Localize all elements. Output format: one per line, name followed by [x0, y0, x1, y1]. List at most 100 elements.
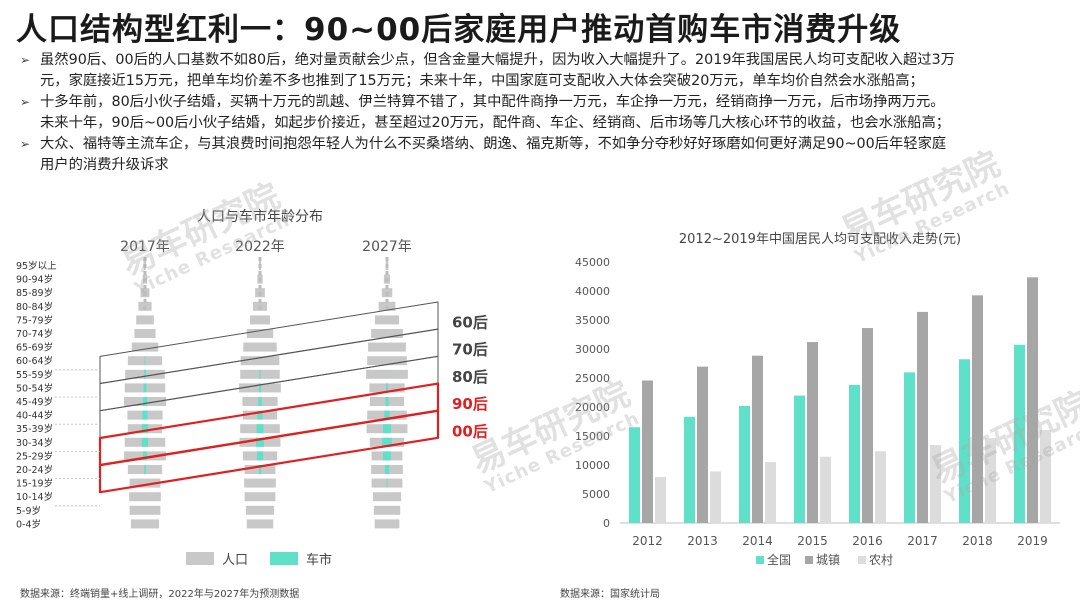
population-bar	[130, 519, 160, 529]
age-tick-label: 90-94岁	[16, 274, 53, 286]
population-bar	[367, 356, 407, 366]
population-bar	[246, 329, 274, 338]
population-bar	[368, 342, 406, 352]
x-tick-label: 2019	[1017, 534, 1048, 548]
income-bar	[655, 477, 666, 523]
legend-label: 全国	[767, 552, 791, 567]
income-bar	[739, 406, 750, 523]
population-bar	[374, 315, 400, 325]
legend-label: 城镇	[816, 553, 840, 567]
car-market-bar	[257, 410, 263, 420]
age-tick-label: 70-74岁	[16, 328, 53, 340]
y-tick-label: 40000	[575, 285, 610, 298]
bullet-line: 大众、福特等主流车企，与其浪费时间抱怨年轻人为什么不买桑塔纳、朗逸、福克斯等，不…	[40, 136, 947, 152]
legend-swatch	[805, 556, 813, 564]
income-bar	[904, 372, 915, 523]
arrow-bullet-icon: ➢	[20, 137, 31, 151]
income-bar	[917, 311, 928, 523]
car-market-bar	[383, 424, 391, 434]
income-bar	[1040, 430, 1051, 523]
age-tick-label: 85-89岁	[16, 287, 53, 299]
cohort-band	[98, 409, 440, 494]
legend-label: 农村	[869, 553, 893, 567]
cohort-label: 00后	[452, 422, 488, 440]
age-tick-label: 40-44岁	[16, 410, 53, 422]
population-bar	[134, 329, 156, 338]
age-tick-label: 10-14岁	[16, 491, 53, 503]
income-bar	[959, 359, 970, 523]
car-market-bar	[258, 383, 262, 393]
car-market-bar	[142, 397, 148, 406]
page-title: 人口结构型红利一：90~00后家庭用户推动首购车市消费升级	[16, 12, 902, 48]
x-tick-label: 2018	[962, 534, 993, 548]
bullet-line: 用户的消费升级诉求	[40, 157, 169, 173]
income-bar	[862, 328, 873, 523]
chart-title: 人口与车市年龄分布	[197, 208, 323, 225]
legend-label: 人口	[222, 553, 248, 568]
car-market-bar	[384, 410, 390, 420]
income-bar	[849, 384, 860, 523]
car-market-bar	[384, 465, 390, 474]
income-bar	[1014, 344, 1025, 523]
y-tick-label: 30000	[575, 343, 610, 356]
car-market-bar	[382, 437, 392, 447]
legend-swatch-car-market	[270, 552, 298, 565]
population-bar	[244, 478, 276, 488]
car-market-bar	[386, 383, 388, 393]
income-bar	[807, 342, 818, 523]
income-bar	[629, 427, 640, 523]
population-bar	[244, 492, 276, 502]
column-label: 2027年	[362, 239, 412, 255]
income-bar	[985, 438, 996, 523]
y-tick-label: 0	[603, 517, 610, 530]
source-note-right: 数据来源：国家统计局	[560, 589, 660, 600]
age-tick-label: 75-79岁	[16, 314, 53, 326]
car-market-bar	[259, 369, 261, 379]
age-tick-label: 80-84岁	[16, 301, 53, 313]
age-tick-label: 60-64岁	[16, 355, 53, 367]
y-tick-label: 25000	[575, 372, 610, 385]
car-market-bar	[258, 397, 262, 406]
population-pyramid-chart: 人口与车市年龄分布 2017年 2022年 2027年 95岁以上 90-94岁85-89…	[16, 208, 488, 568]
y-tick-label: 45000	[575, 256, 610, 269]
cohort-label: 90后	[452, 395, 488, 413]
legend-swatch-population	[186, 552, 214, 565]
x-tick-label: 2015	[797, 534, 828, 548]
income-bar	[752, 355, 763, 523]
population-bar	[129, 505, 161, 515]
source-note-left: 数据来源：终端销量+线上调研，2022年与2027年为预测数据	[20, 589, 300, 600]
population-bar	[131, 342, 159, 352]
car-market-bar	[385, 397, 389, 406]
bullet-list: ➢ 虽然90后、00后的人口基数不如80后，绝对量贡献会少点，但含金量大幅提升，…	[20, 50, 1065, 176]
age-tick-label: 35-39岁	[16, 423, 53, 435]
car-market-bar	[141, 437, 149, 447]
legend-swatch	[756, 556, 764, 564]
income-bar	[930, 445, 941, 523]
car-market-bar	[256, 424, 264, 434]
cohort-label: 80后	[452, 368, 488, 386]
population-bar	[250, 315, 270, 325]
age-tick-label: 50-54岁	[16, 382, 53, 394]
bullet-line: 十多年前，80后小伙子结婚，买辆十万元的凯越、伊兰特算不错了，其中配件商挣一万元…	[40, 94, 945, 110]
income-bar-chart: 2012~2019年中国居民人均可支配收入走势(元) 0 5000 10000 1500…	[575, 231, 1060, 567]
bullet-line: 元，家庭接近15万元，把单车均价差不多也推到了15万元；未来十年，中国家庭可支配…	[40, 73, 924, 89]
income-bar	[972, 295, 983, 523]
population-bar	[372, 492, 402, 502]
car-market-bar	[386, 478, 388, 488]
age-tick-label: 15-19岁	[16, 478, 53, 490]
age-tick-label: 55-59岁	[16, 369, 53, 381]
income-bar	[684, 416, 695, 523]
column-label: 2017年	[120, 239, 170, 255]
legend-label: 车市	[306, 552, 332, 568]
chart-title: 2012~2019年中国居民人均可支配收入走势(元)	[679, 231, 961, 247]
population-bar	[245, 505, 275, 515]
car-market-bar	[256, 437, 264, 447]
bullet-line: 虽然90后、00后的人口基数不如80后，绝对量贡献会少点，但含金量大幅提升，因为…	[40, 52, 955, 68]
income-bar	[794, 395, 805, 523]
income-bar	[710, 471, 721, 523]
car-market-bar	[144, 369, 146, 379]
population-bar	[129, 492, 161, 502]
y-tick-label: 35000	[575, 314, 610, 327]
car-market-bar	[256, 451, 264, 461]
age-tick-label: 5-9岁	[16, 505, 41, 517]
